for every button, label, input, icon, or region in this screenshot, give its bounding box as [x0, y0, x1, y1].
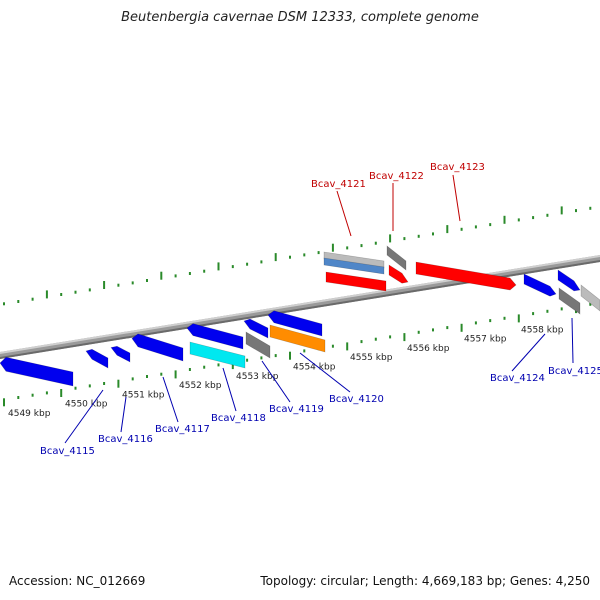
gene-label: Bcav_4120 [329, 394, 384, 405]
gene-label: Bcav_4116 [98, 434, 153, 445]
gene-label-leader-line [336, 190, 352, 237]
scale-label: 4551 kbp [122, 390, 165, 400]
scale-label: 4552 kbp [179, 381, 222, 391]
gene-label-leader-line [222, 367, 237, 412]
gene-label: Bcav_4117 [155, 424, 210, 435]
gene-label: Bcav_4125 [548, 366, 600, 377]
gene-label-leader-line [162, 376, 179, 423]
gene-label: Bcav_4123 [430, 162, 485, 173]
reverse-gene [131, 333, 184, 362]
gene-label-leader-line [120, 396, 127, 433]
reverse-gene [85, 348, 109, 369]
gene-features [0, 245, 600, 387]
scale-label: 4558 kbp [521, 325, 564, 335]
reverse-gene [245, 331, 271, 359]
gene-label: Bcav_4119 [269, 404, 324, 415]
reverse-gene [0, 356, 74, 387]
gene-label-leader-line [299, 352, 351, 393]
accession-text: Accession: NC_012669 [9, 574, 146, 588]
reverse-gene [267, 310, 323, 337]
gene-label: Bcav_4115 [40, 446, 95, 457]
reverse-gene [110, 345, 131, 363]
scale-label: 4553 kbp [236, 372, 279, 382]
gene-labels: Bcav_4121Bcav_4122Bcav_4123Bcav_4115Bcav… [40, 162, 600, 457]
reverse-gene [189, 341, 246, 369]
outer-tick-track [3, 206, 592, 306]
forward-gene [323, 257, 385, 275]
forward-gene [523, 273, 557, 297]
forward-gene [388, 264, 409, 284]
genome-title: Beutenbergia cavernae DSM 12333, complet… [121, 10, 479, 25]
gene-label: Bcav_4122 [369, 171, 424, 182]
gene-label: Bcav_4118 [211, 413, 266, 424]
reverse-gene [186, 323, 244, 350]
gene-label: Bcav_4124 [490, 373, 545, 384]
scale-label: 4556 kbp [407, 344, 450, 354]
backbone-shadow [0, 260, 600, 359]
gene-label-leader-line [64, 389, 104, 444]
forward-gene [325, 271, 387, 292]
gene-label-leader-line [452, 174, 461, 222]
gene-label: Bcav_4121 [311, 179, 366, 190]
gene-label-leader-line [571, 317, 574, 364]
scale-label: 4554 kbp [293, 363, 336, 373]
topology-text: Topology: circular; Length: 4,669,183 bp… [260, 574, 590, 588]
gene-label-leader-line [511, 333, 546, 372]
scale-label: 4549 kbp [8, 409, 51, 419]
forward-gene [415, 261, 517, 291]
gene-label-leader-line [261, 360, 291, 403]
scale-label: 4555 kbp [350, 353, 393, 363]
scale-label: 4550 kbp [65, 400, 108, 410]
forward-gene [580, 284, 600, 312]
forward-gene [386, 245, 407, 271]
forward-gene [558, 287, 581, 315]
reverse-gene [269, 324, 326, 353]
reverse-gene [243, 318, 269, 339]
forward-gene [557, 269, 581, 292]
scale-label: 4557 kbp [464, 335, 507, 345]
scale-labels: 4549 kbp 4550 kbp 4551 kbp 4552 kbp 4553 kbp… [8, 325, 564, 419]
